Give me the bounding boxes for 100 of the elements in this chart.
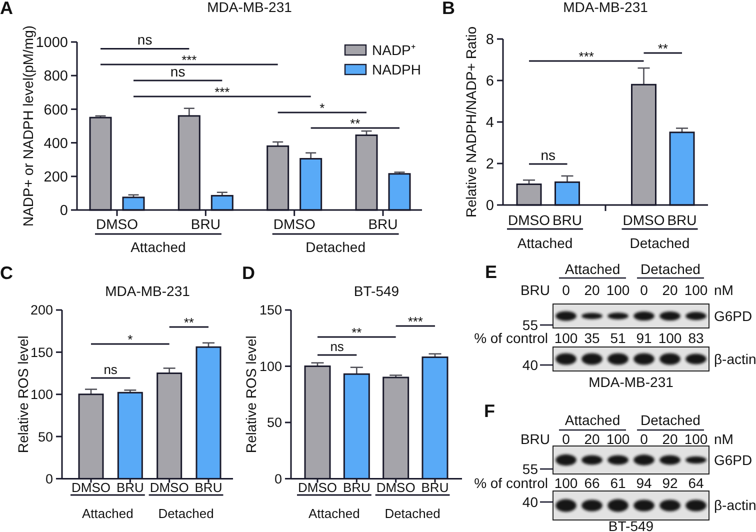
chart-title: MDA-MB-231 [105,283,190,299]
y-tick-label: 100 [259,358,282,374]
category-label: 100 [606,431,630,447]
text: Detached [306,239,366,255]
text: Attached [82,506,134,521]
annotation: *** [408,314,424,329]
chart-title: BT-549 [354,283,400,299]
text: Detached [640,261,700,277]
text: F [484,401,495,421]
data-label: 51 [610,330,626,346]
category-label: 0 [562,282,570,298]
text: MDA-MB-231 [588,374,674,390]
data-label: 100 [554,475,578,491]
annotation: ** [352,325,362,340]
data-label: 35 [584,330,600,346]
x-tick-label: DMSO [273,216,316,232]
y-axis-title: NADP+ or NADPH level(pM/mg) [20,25,36,227]
legend-label: NADP⁺ [372,42,416,58]
category-label: 20 [584,282,600,298]
annotation: ns [137,32,152,48]
category-label: 20 [662,431,678,447]
data-label: 83 [688,330,704,346]
x-tick-label: BRU [190,216,220,232]
data-label: 100 [554,330,578,346]
y-tick-label: 4 [486,115,494,132]
text: Attached [308,506,360,521]
y-tick-label: 150 [259,302,282,318]
text: Attached [130,239,186,255]
annotation: * [128,332,133,347]
chart-title: MDA-MB-231 [207,0,292,15]
annotation: * [320,100,325,116]
text: BT-549 [608,518,654,532]
data-label: 94 [636,475,652,491]
y-axis-title: Relative ROS level [243,336,259,454]
text: Detached [158,506,214,521]
x-tick-label: BRU [667,212,697,228]
y-tick-label: 200 [30,302,53,318]
annotation: ** [658,41,668,56]
category-label: 0 [562,431,570,447]
y-tick-label: 0 [486,198,494,214]
y-tick-label: 8 [486,32,494,48]
annotation: *** [214,84,230,100]
category-label: 100 [606,282,630,298]
annotation: ns [330,339,344,354]
text: D [242,263,255,283]
text: E [485,262,498,282]
text: Detached [630,235,690,251]
annotation: ns [540,147,556,163]
category-label: 0 [640,431,648,447]
legend-label: NADPH [372,62,422,78]
text: 40 [522,357,538,373]
data-label: 100 [658,330,682,346]
text: 55 [522,317,538,333]
y-tick-label: 200 [44,169,68,186]
x-tick-label: DMSO [96,216,138,232]
y-tick-label: 50 [266,415,282,430]
y-axis-title: Relative NADPH/NADP+ Ratio [463,26,479,218]
data-label: 61 [610,475,626,491]
x-tick-label: BRU [552,212,582,228]
chart-title: MDA-MB-231 [563,0,648,15]
y-tick-label: 1000 [36,35,68,52]
x-tick-label: DMSO [298,480,337,495]
annotation: ** [184,315,194,330]
category-label: 20 [662,282,678,298]
x-tick-label: BRU [116,480,144,495]
text: β-actin [714,497,756,513]
data-label: 64 [688,475,704,491]
x-tick-label: DMSO [376,480,416,495]
y-tick-label: 600 [44,102,68,118]
annotation: ns [104,362,118,377]
x-tick-label: BRU [421,480,449,495]
category-label: 0 [640,282,648,298]
text: Detached [640,412,700,428]
text: nM [714,431,734,447]
x-tick-label: BRU [368,216,398,232]
text: % of control [474,330,548,346]
y-tick-label: 2 [486,156,494,173]
text: Attached [517,235,573,251]
x-tick-label: DMSO [508,212,550,228]
x-tick-label: DMSO [72,480,110,495]
text: β-actin [714,351,756,367]
annotation: ** [350,116,360,131]
text: nM [714,282,734,298]
text: G6PD [714,452,752,468]
text: 40 [522,494,538,510]
y-tick-label: 50 [38,429,53,444]
text: BRU [520,431,550,447]
text: Detached [384,506,440,521]
y-axis-title: Relative ROS level [15,336,31,454]
x-tick-label: DMSO [622,212,665,228]
text: % of control [474,475,548,491]
data-label: 92 [662,475,678,491]
y-tick-label: 6 [486,74,494,90]
category-label: 100 [684,431,708,447]
x-tick-label: BRU [342,480,370,495]
category-label: 100 [684,282,708,298]
annotation: *** [578,49,594,64]
text: B [442,0,455,18]
text: G6PD [714,308,752,324]
y-tick-label: 0 [45,471,53,486]
